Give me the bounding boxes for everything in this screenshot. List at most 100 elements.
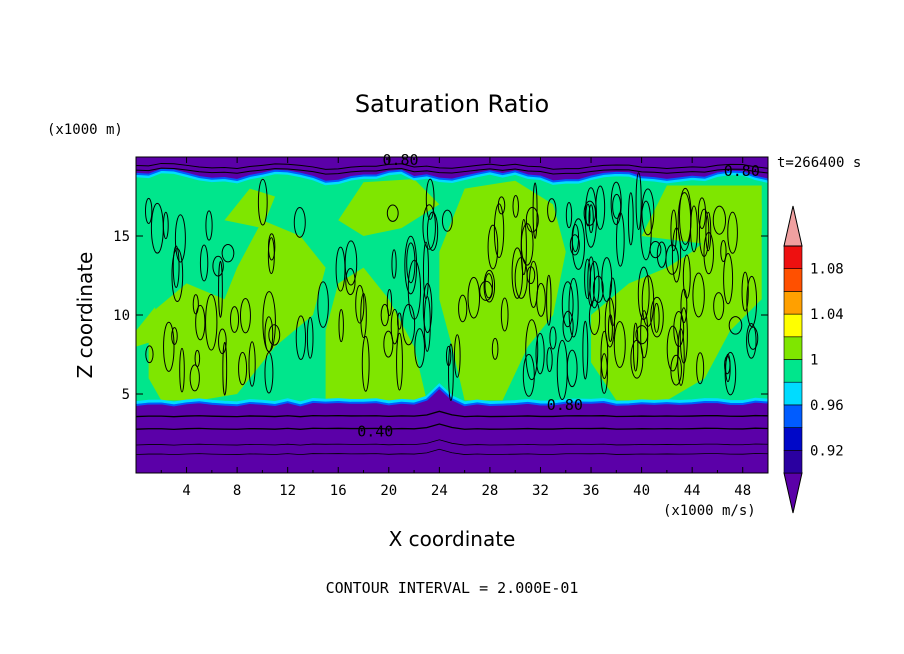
cloud-cell-contour [355,284,365,324]
cloud-cell-contour [171,327,178,345]
cloud-cell-contour [600,330,609,380]
cloud-cell-contour [264,352,274,394]
cloud-cell-contour [535,332,545,375]
colorbar-tick-label: 1 [810,353,818,369]
cloud-cell-contour [195,304,206,341]
cloud-cell-contour [747,326,759,350]
x-tick-label: 16 [330,483,347,499]
cloud-cell-contour [724,355,731,375]
cloud-cell-contour [670,209,678,252]
cloud-cell-contour [604,297,616,348]
cloud-cell-contour [697,197,707,229]
cloud-cell-contour [205,210,213,241]
cloud-cell-contour [238,351,248,386]
cloud-cell-contour [397,312,402,330]
cloud-cell-contour [361,335,370,392]
cloud-cell-contour [317,281,329,328]
cloud-cell-contour [561,281,574,328]
cloud-cell-contour [712,205,727,235]
x-tick-label: 36 [583,483,600,499]
supersaturated-region-1 [325,267,427,401]
cloud-cell-contour [520,219,527,276]
cloud-cell-contour [741,271,749,312]
cloud-cell-contour [692,272,705,318]
x-tick-label: 40 [633,483,650,499]
upper-transition-band [136,170,768,186]
cloud-cell-contour [497,196,506,215]
upper-layer-contour-1 [136,167,768,175]
x-axis-label: X coordinate [389,527,516,551]
colorbar-tick-label: 1.04 [810,307,844,323]
cloud-cell-contour [526,266,536,284]
cloud-cell-contour [171,248,184,303]
cloud-cell-contour [174,214,186,263]
cloud-cell-contour [582,320,589,380]
colorbar-upper-triangle [783,205,803,247]
cloud-cell-contour [630,339,644,379]
upper-layer-contour-0 [136,162,768,170]
contour-label: 0.80 [724,162,760,180]
cloud-cell-contour [425,178,435,220]
cloud-cell-contour [723,253,734,305]
colorbar-lower-triangle [783,472,803,514]
cloud-cell-contour [536,282,546,317]
cloud-cell-contour [248,341,256,387]
cloud-cell-contour [386,204,399,222]
upper-transition-edge [136,168,768,183]
cloud-cell-contour [698,208,710,257]
cloud-cell-contour [546,274,552,326]
x-tick-label: 44 [684,483,701,499]
supersaturated-region-4 [641,185,762,244]
cloud-cell-contour [264,316,274,353]
cloud-cell-contour [422,204,436,250]
colorbar-segment [783,245,803,270]
colorbar-tick-label: 1.08 [810,262,844,278]
cloud-cell-contour [344,240,358,286]
cloud-cell-contour [547,198,557,223]
cloud-cell-contour [144,197,153,224]
cloud-cell-contour [569,234,580,256]
cloud-cell-contour [396,332,403,391]
cloud-cell-contour [649,240,662,259]
x-tick-label: 24 [431,483,448,499]
cloud-cell-contour [222,341,228,396]
colorbar: 0.92 0.96 1 1.04 1.08 [783,205,844,514]
cloud-cell-contour [487,224,499,270]
cloud-cell-contour [640,200,652,261]
cloud-cell-contour [584,258,592,300]
upper-dry-layer [136,157,768,182]
supersaturated-region-7 [136,307,162,347]
cloud-cell-contour [665,244,679,275]
cloud-cell-contour [562,310,574,342]
cloud-cell-contour [230,306,240,333]
x-tick-label: 4 [182,483,190,499]
colorbar-segment [783,336,803,360]
cloud-cell-contour [194,349,201,368]
cloud-cell-contour [682,254,691,299]
cloud-cell-contour [690,205,698,253]
cloud-cell-contour [705,211,712,252]
cloud-cell-contour [189,364,200,392]
cloud-cell-contour [589,260,600,309]
cloud-cell-contour [525,319,539,381]
cloud-cell-contour [588,204,594,234]
cloud-cell-contour [653,302,660,333]
cloud-cell-contour [150,202,164,254]
x-tick-label: 12 [279,483,296,499]
cloud-cell-contour [391,249,397,279]
lower-layer-contour-3 [136,448,768,456]
cloud-cell-contour [666,325,679,372]
cloud-cell-contour [172,245,180,289]
x-tick-label: 48 [734,483,751,499]
colorbar-segment [783,404,803,428]
cloud-cell-contour [610,181,622,226]
cloud-cell-contour [600,353,608,394]
chart-title: Saturation Ratio [355,90,549,118]
cloud-cell-contour [383,330,394,358]
contour-label: 0.40 [357,423,393,441]
cloud-cell-contour [635,325,649,345]
colorbar-tick-label: 0.92 [810,443,844,459]
lower-layer-contour-2 [136,439,768,446]
cloud-cell-contour [595,185,606,230]
x-unit-label: (x1000 m/s) [663,503,756,519]
